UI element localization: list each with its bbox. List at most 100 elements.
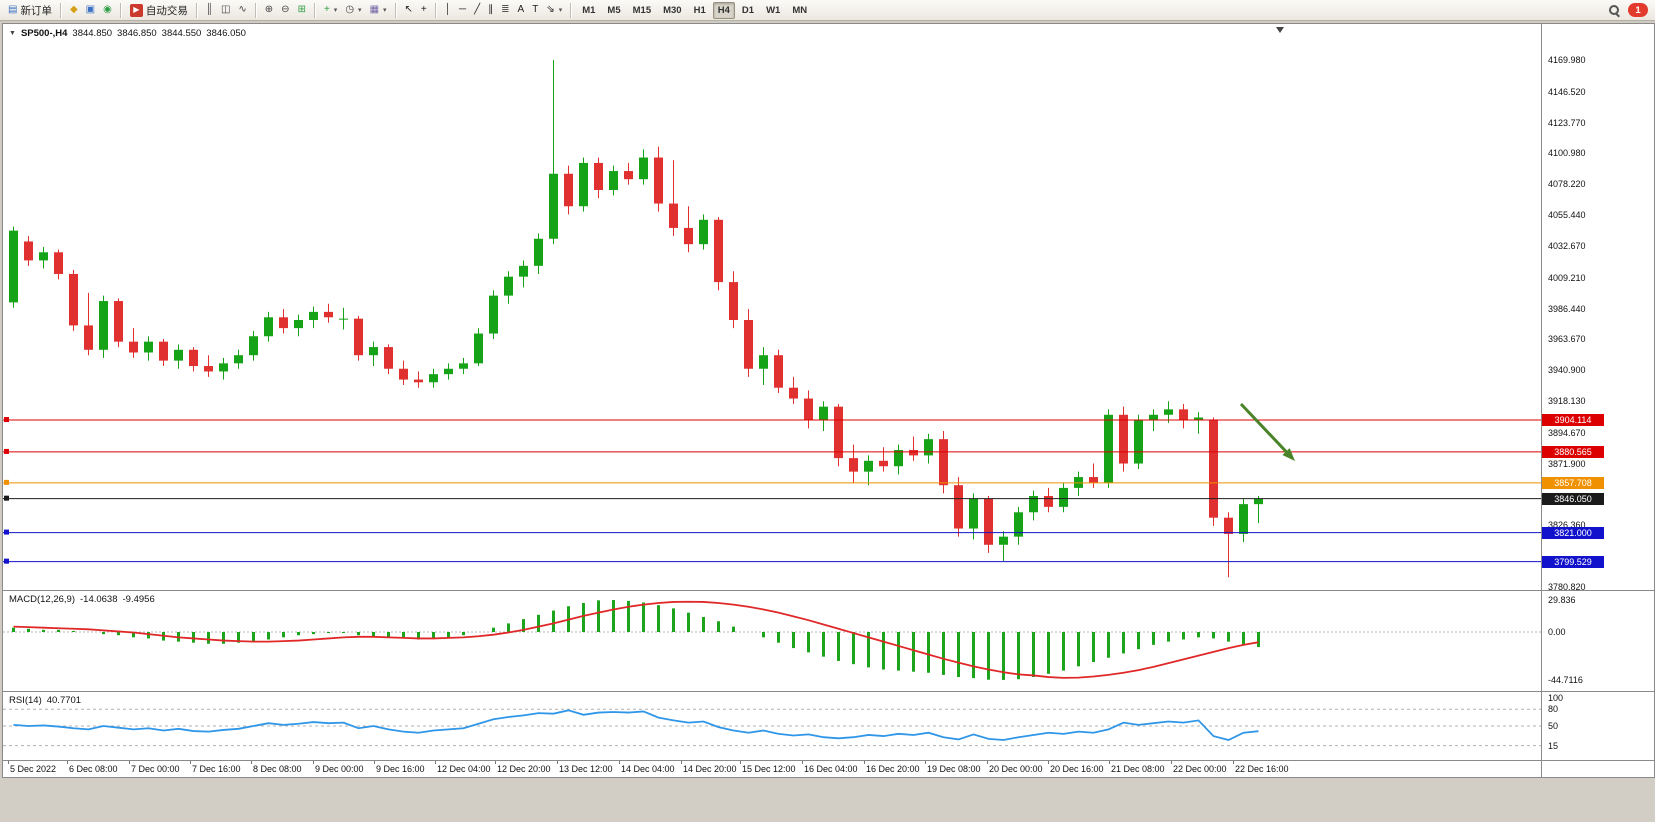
price-axis[interactable]: 4169.980 4146.520 4123.770 4100.980 4078.220… <box>1541 24 1654 777</box>
price-axis-label: 3894.670 <box>1548 427 1586 438</box>
macd-header: MACD(12,26,9) -14.0638 -9.4956 <box>9 594 155 605</box>
timeframe-m15-button[interactable]: M15 <box>632 4 652 16</box>
time-axis-tick <box>619 761 620 764</box>
candlestick-button[interactable]: ◫ <box>217 2 234 18</box>
time-axis-tick <box>1171 761 1172 764</box>
arrow-head[interactable] <box>1282 448 1295 461</box>
fibonacci-button[interactable]: ≣ <box>497 2 513 18</box>
timeframe-m30-button[interactable]: M30 <box>663 4 682 16</box>
autotrading-icon: ▶ <box>129 3 143 17</box>
line-anchor[interactable] <box>4 529 9 535</box>
time-axis-label: 13 Dec 12:00 <box>559 764 613 774</box>
price-level-tag-3880.565[interactable]: 3880.565 <box>1542 445 1604 458</box>
price-chart[interactable] <box>3 24 1541 590</box>
label-icon: T <box>532 4 539 15</box>
zoom-out-button[interactable]: ⊖ <box>277 2 293 18</box>
chart-window: ▼ SP500-,H4 3844.850 3846.850 3844.550 3… <box>2 23 1655 778</box>
autotrading-button[interactable]: ▶ 自动交易 <box>126 1 192 20</box>
strategy-tester-button[interactable]: ◉ <box>99 2 116 18</box>
line-anchor[interactable] <box>4 495 9 501</box>
time-axis-tick <box>740 761 741 764</box>
chart-plot-area[interactable]: ▼ SP500-,H4 3844.850 3846.850 3844.550 3… <box>3 24 1541 775</box>
cursor-button[interactable]: ↖ <box>401 2 417 18</box>
zoom-in-button[interactable]: ⊕ <box>261 2 277 18</box>
close-value: 3846.050 <box>206 28 246 39</box>
line-anchor[interactable] <box>4 448 9 454</box>
timeframe-d1-button[interactable]: D1 <box>741 4 755 16</box>
dropdown-arrow-icon: ▾ <box>558 7 563 14</box>
terminal-button[interactable]: ▣ <box>82 2 99 18</box>
tile-windows-button[interactable]: ⊞ <box>294 2 310 18</box>
open-value: 3844.850 <box>72 28 113 39</box>
equidistant-channel-button[interactable]: ∥ <box>484 2 497 18</box>
notification-badge[interactable]: 1 <box>1628 3 1648 17</box>
time-axis-tick <box>129 761 130 764</box>
time-axis-label: 16 Dec 04:00 <box>804 764 858 774</box>
line-anchor[interactable] <box>4 417 9 423</box>
periods-button[interactable]: ◷ ▾ <box>341 2 365 18</box>
timeframe-m1-button[interactable]: M1 <box>582 4 596 16</box>
price-axis-label: 3780.820 <box>1548 581 1586 592</box>
price-level-tag-3821.000[interactable]: 3821.000 <box>1542 526 1604 539</box>
search-icon[interactable] <box>1609 4 1620 16</box>
crosshair-button[interactable]: + <box>417 2 431 18</box>
symbol-period-label: SP500-,H4 <box>20 28 68 39</box>
status-area <box>0 778 1655 822</box>
line-anchor[interactable] <box>4 558 9 564</box>
rsi-pane[interactable] <box>3 692 1541 760</box>
time-axis-tick <box>435 761 436 764</box>
templates-button[interactable]: ▦ ▾ <box>366 2 391 18</box>
dropdown-arrow-icon: ▾ <box>358 7 362 14</box>
timeframe-mn-button[interactable]: MN <box>792 4 808 16</box>
arrows-button[interactable]: ⇘ ▾ <box>542 2 566 18</box>
time-axis-tick <box>495 761 496 764</box>
macd-label: MACD(12,26,9) <box>9 594 75 605</box>
strategy-tester-icon: ◉ <box>103 4 112 15</box>
price-level-tag-3904.114[interactable]: 3904.114 <box>1542 414 1604 427</box>
time-axis-tick <box>313 761 314 764</box>
text-button[interactable]: A <box>514 2 529 18</box>
high-value: 3846.850 <box>117 28 157 39</box>
collapse-arrow-icon[interactable]: ▼ <box>9 30 16 37</box>
label-button[interactable]: T <box>528 2 542 18</box>
timeframe-h4-button[interactable]: H4 <box>712 1 735 19</box>
time-axis-label: 9 Dec 16:00 <box>376 764 425 774</box>
macd-pane[interactable] <box>3 591 1541 691</box>
rsi-line <box>13 709 1259 741</box>
time-axis-label: 9 Dec 00:00 <box>315 764 364 774</box>
timeframe-w1-button[interactable]: W1 <box>766 4 781 16</box>
time-axis[interactable]: 5 Dec 2022 6 Dec 08:00 7 Dec 00:00 7 Dec 16… <box>3 761 1541 775</box>
line-chart-button[interactable]: ∿ <box>234 2 250 18</box>
zoom-out-icon: ⊖ <box>281 4 290 15</box>
fibonacci-icon: ≣ <box>501 4 510 15</box>
terminal-icon: ▣ <box>85 4 96 15</box>
vertical-line-button[interactable]: │ <box>441 2 455 18</box>
pane-splitter[interactable] <box>3 590 1654 591</box>
candlesticks <box>9 60 1263 578</box>
current-price-tag-3846.050[interactable]: 3846.050 <box>1542 492 1604 505</box>
arrow-annotation[interactable] <box>1239 402 1288 453</box>
trendline-button[interactable]: ╱ <box>470 2 484 18</box>
price-level-tag-3799.529[interactable]: 3799.529 <box>1542 555 1604 568</box>
macd-signal-value: -9.4956 <box>122 594 155 605</box>
toolbar-right: 1 <box>1609 3 1651 17</box>
bar-chart-button[interactable]: ║ <box>202 2 217 18</box>
time-axis-tick <box>374 761 375 764</box>
pane-splitter[interactable] <box>3 691 1654 692</box>
price-axis-label: 3986.440 <box>1548 303 1586 314</box>
macd-histogram <box>12 600 1260 680</box>
pane-splitter[interactable] <box>3 760 1654 761</box>
autotrading-label: 自动交易 <box>145 4 188 17</box>
shift-marker-icon[interactable] <box>1276 27 1284 33</box>
price-level-tag-3857.708[interactable]: 3857.708 <box>1542 476 1604 489</box>
new-order-button[interactable]: ▤ 新订单 <box>4 1 56 20</box>
zoom-in-icon: ⊕ <box>264 4 274 15</box>
line-anchor[interactable] <box>4 479 9 485</box>
toolbar-separator <box>59 2 62 18</box>
timeframe-h1-button[interactable]: H1 <box>693 4 706 16</box>
dropdown-arrow-icon: ▾ <box>333 7 338 14</box>
timeframe-m5-button[interactable]: M5 <box>607 4 621 16</box>
indicators-button[interactable]: + ▾ <box>320 2 341 18</box>
metaeditor-button[interactable]: ◆ <box>66 2 82 18</box>
horizontal-line-button[interactable]: ─ <box>455 2 470 18</box>
